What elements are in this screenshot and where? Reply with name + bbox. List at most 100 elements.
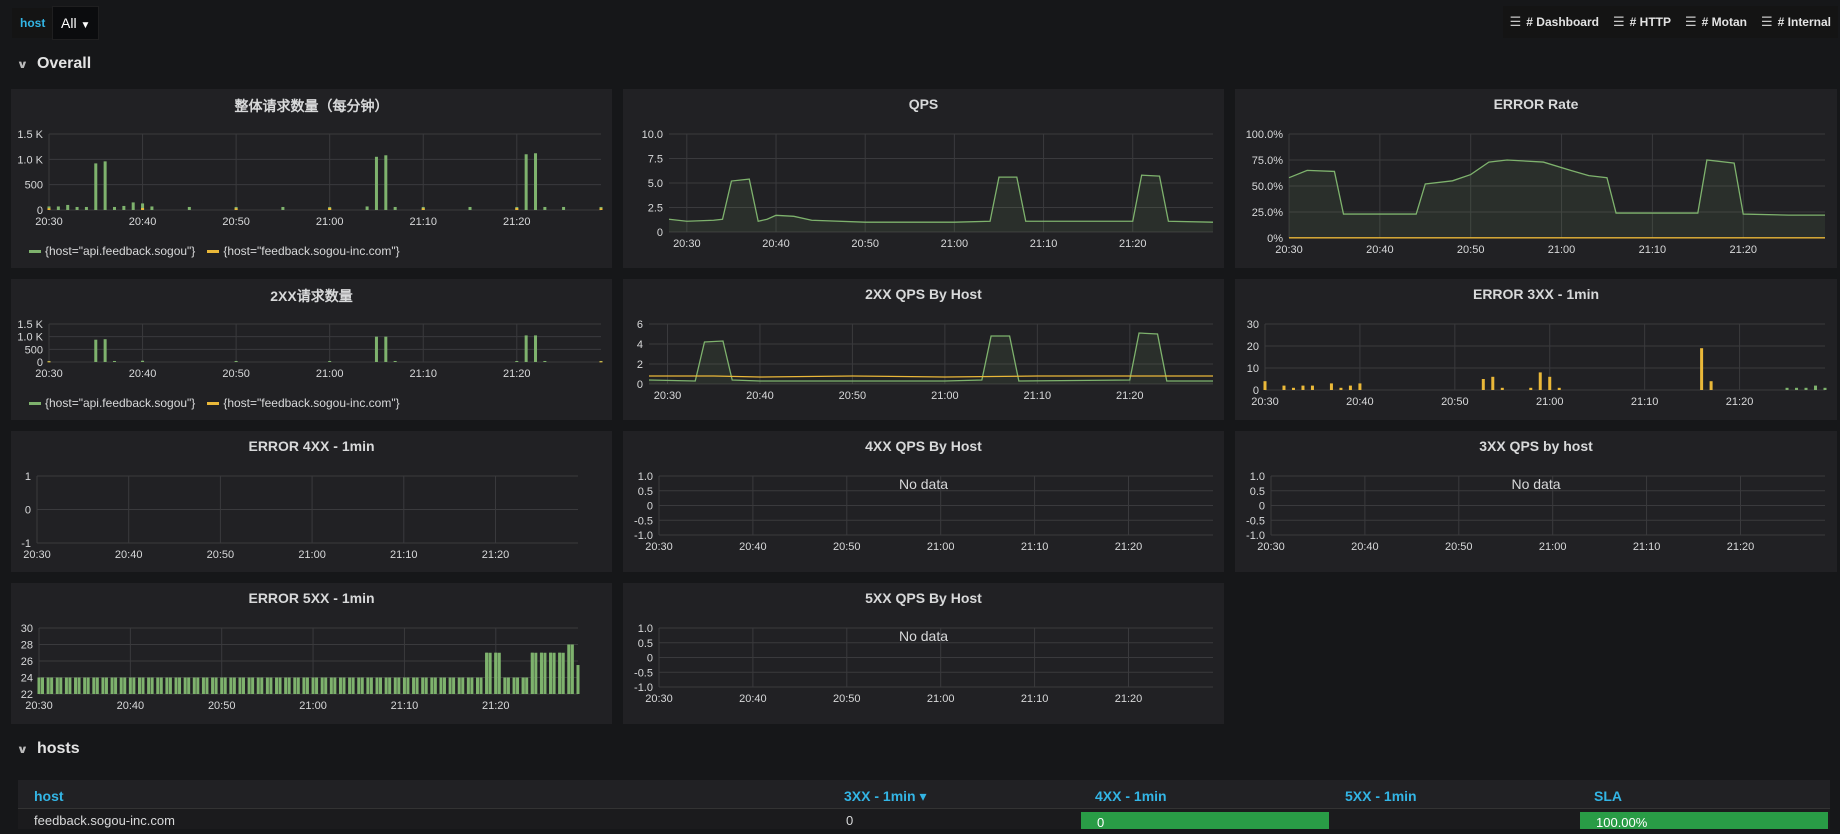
x-tick-label: 20:40	[1346, 396, 1374, 408]
column-header-sla[interactable]: SLA	[1594, 788, 1622, 804]
bar	[138, 678, 141, 695]
bar	[123, 678, 126, 695]
link-http[interactable]: ☰# HTTP	[1606, 6, 1678, 38]
bar	[111, 678, 114, 695]
bar	[489, 653, 492, 694]
bar	[515, 208, 518, 210]
series-area	[1289, 160, 1825, 238]
bar	[416, 678, 419, 695]
dashboard-links: ☰# Dashboard ☰# HTTP ☰# Motan ☰# Interna…	[1503, 6, 1838, 38]
bar	[1482, 379, 1485, 390]
bar	[41, 678, 44, 695]
x-tick-label: 21:20	[1726, 396, 1754, 408]
legend-item-api[interactable]: {host="api.feedback.sogou"}	[29, 396, 195, 410]
bar	[366, 678, 369, 695]
link-label: # HTTP	[1630, 15, 1671, 29]
bar	[297, 678, 300, 695]
bar	[494, 653, 497, 694]
link-internal[interactable]: ☰# Internal	[1754, 6, 1838, 38]
x-tick-label: 20:50	[1441, 396, 1469, 408]
legend-swatch	[207, 402, 219, 405]
x-tick-label: 21:00	[927, 541, 955, 553]
bar	[376, 678, 379, 695]
x-tick-label: 20:50	[222, 216, 250, 228]
bar	[498, 653, 501, 694]
row-hosts-toggle[interactable]: ∨hosts	[18, 740, 80, 758]
y-tick-label: 0	[637, 379, 643, 391]
bar	[288, 678, 291, 695]
legend-item-inc[interactable]: {host="feedback.sogou-inc.com"}	[207, 396, 399, 410]
bar	[357, 678, 360, 695]
y-tick-label: -0.5	[1246, 515, 1265, 527]
y-tick-label: 2	[637, 359, 643, 371]
cell-sla: 100.00%	[1580, 812, 1828, 829]
bar	[306, 678, 309, 695]
no-data-message: No data	[1235, 476, 1837, 492]
bar	[257, 678, 260, 695]
x-tick-label: 20:40	[129, 216, 157, 228]
bar	[1824, 388, 1827, 390]
column-header-3xx[interactable]: 3XX - 1min ▾	[844, 788, 927, 805]
x-tick-label: 21:10	[409, 216, 437, 228]
y-tick-label: 0	[647, 653, 653, 665]
link-label: # Motan	[1702, 15, 1747, 29]
bar	[68, 678, 71, 695]
bar	[425, 678, 428, 695]
legend-item-inc[interactable]: {host="feedback.sogou-inc.com"}	[207, 244, 399, 258]
bar	[562, 207, 565, 210]
link-motan[interactable]: ☰# Motan	[1678, 6, 1754, 38]
series-line	[649, 333, 1213, 381]
bar	[57, 206, 60, 210]
bar	[384, 337, 387, 362]
no-data-message: No data	[623, 628, 1224, 644]
bar	[87, 678, 90, 695]
y-tick-label: 30	[1247, 319, 1259, 331]
bar	[1301, 386, 1304, 390]
column-header-4xx[interactable]: 4XX - 1min	[1095, 788, 1167, 804]
caret-down-icon: ▼	[80, 20, 90, 31]
y-tick-label: 5.0	[648, 178, 663, 190]
bar	[113, 207, 116, 210]
host-variable-value: All	[61, 15, 77, 31]
bar	[281, 207, 284, 210]
bar	[470, 678, 473, 695]
bar	[434, 678, 437, 695]
row-overall-toggle[interactable]: ∨Overall	[18, 55, 91, 73]
x-tick-label: 20:30	[673, 238, 701, 250]
column-header-5xx[interactable]: 5XX - 1min	[1345, 788, 1417, 804]
bar	[233, 678, 236, 695]
bar	[549, 653, 552, 694]
x-tick-label: 20:30	[25, 700, 53, 712]
bar	[59, 678, 62, 695]
bar	[600, 361, 603, 362]
x-tick-label: 20:30	[35, 216, 63, 228]
table-row[interactable]: feedback.sogou-inc.com 0 0 100.00%	[18, 808, 1830, 829]
bar	[485, 653, 488, 694]
x-tick-label: 20:50	[1457, 244, 1485, 256]
bar	[1548, 377, 1551, 390]
legend-swatch	[29, 250, 41, 253]
x-tick-label: 20:50	[839, 390, 867, 402]
bar	[397, 678, 400, 695]
host-variable-select[interactable]: All ▼	[52, 6, 99, 40]
bar	[248, 678, 251, 695]
x-tick-label: 21:10	[1030, 238, 1058, 250]
bar	[151, 678, 154, 695]
y-tick-label: 28	[21, 640, 33, 652]
column-header-host[interactable]: host	[34, 788, 64, 804]
bar	[235, 361, 238, 362]
legend: {host="api.feedback.sogou"} {host="feedb…	[29, 396, 412, 410]
link-dashboard[interactable]: ☰# Dashboard	[1503, 6, 1606, 38]
legend-item-api[interactable]: {host="api.feedback.sogou"}	[29, 244, 195, 258]
x-tick-label: 20:40	[762, 238, 790, 250]
x-tick-label: 21:00	[1548, 244, 1576, 256]
